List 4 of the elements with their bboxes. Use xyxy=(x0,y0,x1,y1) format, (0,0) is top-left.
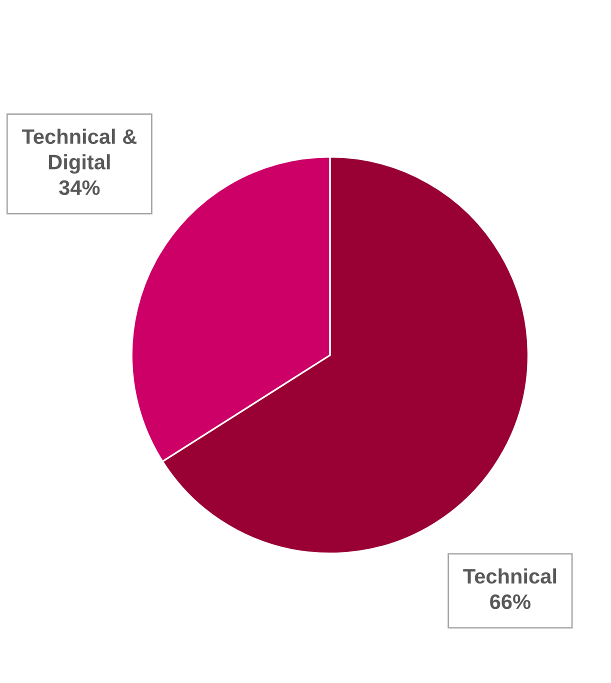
data-label: 66% xyxy=(490,594,530,610)
slice-label: Technical xyxy=(463,568,556,584)
slice-label: Technical & Digital xyxy=(22,128,136,174)
data-label: 34% xyxy=(59,180,100,196)
